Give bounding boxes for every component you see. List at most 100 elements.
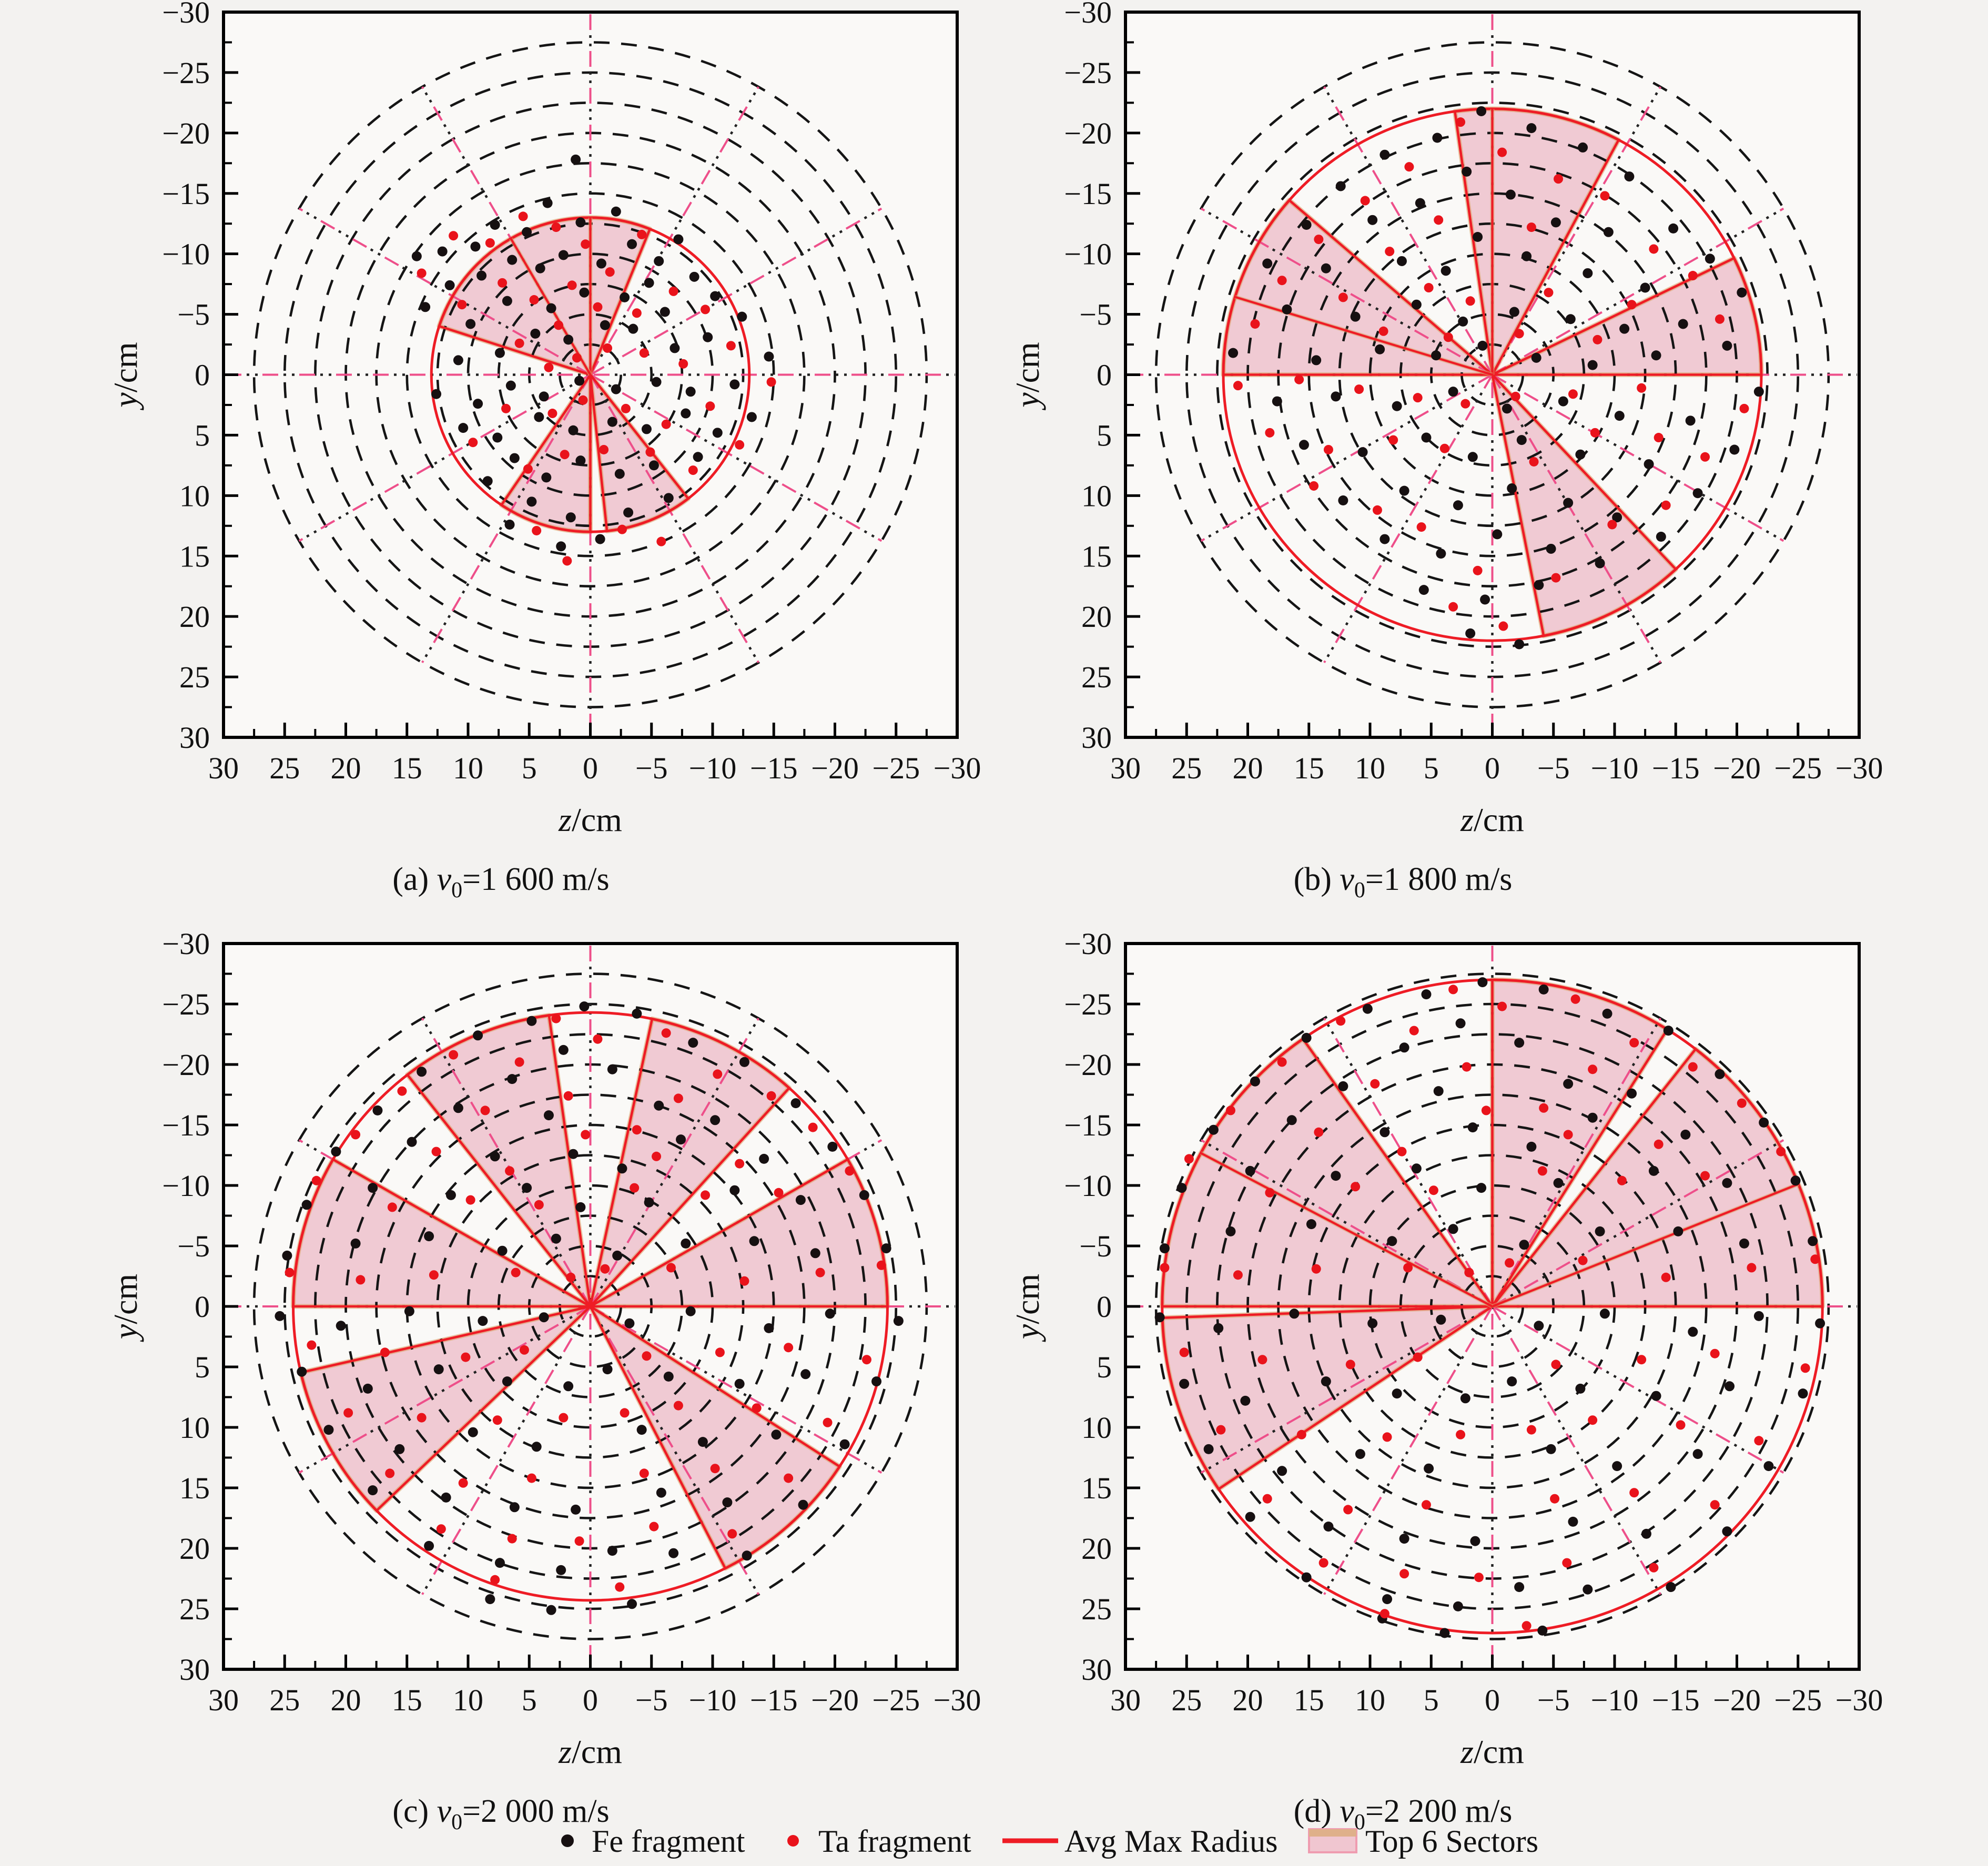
ta-fragment-point <box>1372 505 1382 515</box>
fe-fragment-point <box>1399 1534 1409 1544</box>
fe-fragment-point <box>1380 1127 1390 1138</box>
ta-fragment-point <box>1700 1171 1710 1181</box>
ta-fragment-point <box>1397 1147 1407 1157</box>
ta-fragment-point <box>845 1166 855 1176</box>
ta-fragment-point <box>1700 452 1710 462</box>
fe-fragment-point <box>504 519 515 530</box>
polar-spoke-dots <box>1200 373 1493 542</box>
fe-fragment-point <box>1624 171 1635 182</box>
fe-fragment-point <box>478 1316 488 1326</box>
x-tick-label: −10 <box>689 751 737 785</box>
x-tick-label: −10 <box>689 1683 737 1717</box>
ta-fragment-point <box>1747 1263 1757 1273</box>
fe-fragment-point <box>1448 387 1458 397</box>
fe-fragment-point <box>1272 396 1282 407</box>
fe-fragment-point <box>1715 1069 1725 1079</box>
fe-fragment-point <box>1301 1032 1312 1043</box>
legend-ta-dot-icon <box>787 1835 799 1847</box>
polar-spoke-dots <box>298 1305 591 1474</box>
y-tick-label: −30 <box>162 927 210 961</box>
fe-fragment-point <box>542 198 553 208</box>
ta-fragment-point <box>1588 1064 1598 1074</box>
ta-fragment-point <box>1617 1175 1627 1185</box>
fe-fragment-point <box>1587 1112 1598 1123</box>
fe-fragment-point <box>1509 307 1519 317</box>
fe-fragment-point <box>1685 415 1696 426</box>
fe-fragment-point <box>1282 304 1292 315</box>
fe-fragment-point <box>1321 263 1331 273</box>
y-tick-label: −5 <box>177 298 210 332</box>
ta-fragment-point <box>705 401 715 411</box>
fe-fragment-point <box>1289 1309 1300 1319</box>
fe-fragment-point <box>1668 223 1679 234</box>
fe-fragment-point <box>1722 1178 1732 1188</box>
fe-fragment-point <box>1575 449 1586 460</box>
fe-fragment-point <box>275 1311 285 1321</box>
ta-fragment-point <box>1296 1429 1306 1439</box>
y-axis-label: y/cm <box>1009 1274 1046 1342</box>
x-tick-label: 30 <box>208 1683 239 1717</box>
fe-fragment-point <box>1245 1165 1255 1176</box>
fe-fragment-point <box>612 1250 623 1261</box>
fe-fragment-point <box>1448 1224 1458 1234</box>
fe-fragment-point <box>1763 1461 1774 1472</box>
fe-fragment-point <box>568 425 579 435</box>
ta-fragment-point <box>1590 428 1600 438</box>
fe-fragment-point <box>624 1318 635 1328</box>
fe-fragment-point <box>1350 311 1361 322</box>
fe-fragment-point <box>1299 440 1309 450</box>
ta-fragment-point <box>815 1267 825 1277</box>
ta-fragment-point <box>630 1183 640 1193</box>
x-tick-label: 0 <box>583 1683 598 1717</box>
fe-fragment-point <box>1467 1122 1478 1133</box>
y-axis-label: y/cm <box>107 342 144 410</box>
ta-fragment-point <box>1460 399 1470 409</box>
legend-fe-dot-icon <box>561 1834 574 1847</box>
ta-fragment-point <box>1413 1352 1423 1362</box>
y-tick-label: 30 <box>179 1652 210 1687</box>
fe-fragment-point <box>595 534 605 544</box>
fe-fragment-point <box>1507 1376 1517 1387</box>
ta-fragment-point <box>468 438 478 448</box>
ta-fragment-point <box>417 268 427 278</box>
fe-fragment-point <box>465 319 476 329</box>
y-tick-label: 5 <box>1097 1350 1112 1384</box>
fe-fragment-point <box>571 154 581 165</box>
ta-fragment-point <box>1529 457 1539 467</box>
fe-fragment-point <box>575 1202 586 1212</box>
ta-fragment-point <box>1184 1154 1194 1164</box>
ta-fragment-point <box>1627 300 1637 310</box>
ta-fragment-point <box>1233 381 1243 391</box>
fe-fragment-point <box>1798 1388 1808 1399</box>
fe-fragment-point <box>445 1190 456 1200</box>
x-tick-label: −5 <box>635 1683 668 1717</box>
ta-fragment-point <box>1314 235 1324 245</box>
y-tick-label: −20 <box>1064 1048 1112 1082</box>
panel-b: 30 25 20 15 10 5 0 −5 −10 −15 −20 −25 −30 −30 −25 −20 −1… <box>1009 0 1883 902</box>
polar-spoke-dots <box>1492 373 1784 542</box>
polar-spoke-dots <box>1492 1305 1784 1474</box>
x-tick-label: −15 <box>750 1683 798 1717</box>
fe-fragment-point <box>1306 1219 1316 1230</box>
ta-fragment-point <box>560 450 570 460</box>
fe-fragment-point <box>1465 628 1476 638</box>
fe-fragment-point <box>1321 1376 1331 1387</box>
fe-fragment-point <box>579 287 590 298</box>
y-tick-label: 15 <box>179 1471 210 1505</box>
legend-patch-top-edge <box>1309 1829 1356 1837</box>
ta-fragment-point <box>1649 244 1659 254</box>
fe-fragment-point <box>681 1238 691 1249</box>
fe-fragment-point <box>1505 189 1516 200</box>
ta-fragment-point <box>1336 1016 1346 1026</box>
fe-fragment-point <box>1453 1601 1463 1611</box>
fe-fragment-point <box>404 1306 414 1316</box>
ta-fragment-point <box>1526 1425 1536 1435</box>
fe-fragment-point <box>1411 299 1422 310</box>
x-tick-label: −5 <box>1537 1683 1570 1717</box>
ta-fragment-point <box>1345 1360 1355 1370</box>
ta-fragment-point <box>1277 1057 1287 1067</box>
x-tick-label: −25 <box>1774 751 1822 785</box>
ta-fragment-point <box>735 1159 745 1169</box>
x-tick-label: 15 <box>392 751 422 785</box>
